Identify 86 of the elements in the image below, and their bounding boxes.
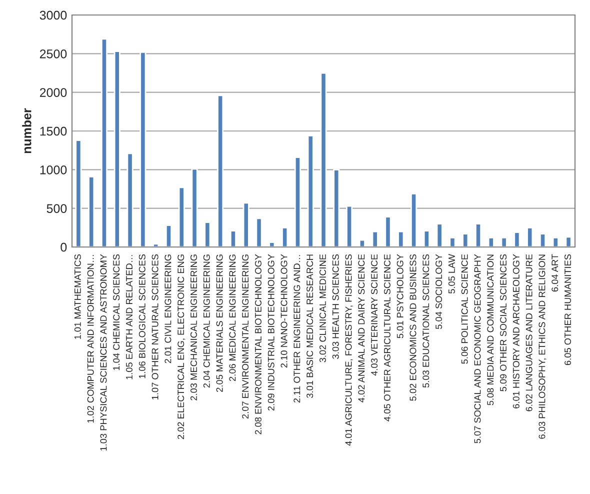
x-tick-label: 1.06 BIOLOGICAL SCIENCES (138, 254, 146, 378)
x-tick-label: 5.01 PSYCHOLOGY (396, 254, 404, 338)
bar (307, 134, 314, 247)
bar (384, 216, 392, 247)
x-tick-label: 5.08 MEDIA AND COMMUNICATION (487, 254, 494, 406)
bar (191, 168, 198, 247)
y-tick-label: 2000 (40, 88, 67, 97)
y-tick-label: 1000 (40, 165, 67, 174)
bar (114, 50, 120, 247)
x-tick-label: 2.09 INDUSTRIAL BIOTECHNOLOGY (268, 254, 274, 411)
x-tick-label: 5.09 OTHER SOCIAL SCIENCES (500, 254, 507, 392)
x-tick-label: 2.02 ELECTRICAL ENG, ELECTRONIC ENG (178, 254, 186, 440)
bar (333, 168, 340, 247)
bar (462, 233, 469, 247)
x-tick-label: 2.10 NANO-TECHNOLOGY (280, 254, 288, 368)
x-tick-label: 2.08 ENVIRONMENTAL BIOTECHNOLOGY (254, 254, 262, 434)
bar (152, 243, 160, 247)
bar (140, 51, 146, 247)
bar (165, 224, 172, 247)
y-tick-label: 500 (46, 204, 67, 213)
x-tick-label: 3.03 HEALTH SCIENCES (332, 254, 339, 359)
bar (178, 186, 185, 247)
bar (514, 232, 520, 247)
x-tick-label: 2.04 CHEMICAL ENGINEERING (203, 254, 210, 388)
bar (410, 192, 418, 247)
y-tick-label: 2500 (40, 49, 67, 58)
bar (372, 230, 378, 247)
bar (268, 242, 276, 247)
x-tick-label: 3.01 BASIC MEDICAL RESEARCH (306, 254, 314, 398)
bar (294, 156, 301, 247)
bar (358, 239, 366, 247)
bar (100, 38, 108, 247)
x-tick-label: 5.07 SOCIAL AND ECONOMIC GEOGRAPHY (474, 254, 481, 444)
bar (217, 94, 224, 247)
x-tick-label: 2.11 OTHER ENGINEERING AND… (294, 255, 300, 403)
y-axis-title: number (22, 108, 32, 154)
x-tick-label: 1.03 PHYSICAL SCIENCES AND ASTRONOMY (100, 254, 107, 451)
x-tick-label: 1.07 OTHER NATURAL SCIENCES (152, 254, 158, 400)
x-tick-label: 2.01 CIVIL ENGINEERING (164, 254, 172, 364)
bar (282, 226, 288, 247)
bar (449, 237, 456, 247)
bar (242, 202, 250, 247)
bar (256, 218, 262, 247)
x-tick-label: 1.04 CHEMICAL SCIENCES (113, 254, 120, 370)
bar (75, 140, 82, 247)
x-tick-label: 2.05 MATERIALS ENGINEERING (216, 254, 223, 392)
x-tick-label: 1.01 MATHEMATICS (74, 254, 81, 339)
x-tick-label: 6.04 ART (552, 254, 558, 292)
bar (436, 223, 443, 247)
bar (346, 205, 353, 247)
bar (539, 233, 546, 247)
bar (526, 226, 534, 247)
x-tick-label: 6.01 HISTORY AND ARCHAEOLOGY (512, 254, 520, 408)
bar (230, 230, 236, 247)
x-tick-label: 6.05 OTHER HUMANITIES (564, 254, 572, 366)
x-tick-label: 4.03 VETERINARY SCIENCE (371, 254, 378, 376)
bar (423, 230, 430, 247)
x-tick-label: 5.05 LAW (448, 254, 455, 294)
x-tick-label: 5.04 SOCIOLOGY (436, 254, 442, 329)
bar (500, 237, 508, 247)
x-tick-label: 4.05 OTHER AGRICULTURAL SCIENCE (384, 254, 390, 422)
x-tick-label: 5.06 POLITICAL SCIENCE (461, 254, 468, 364)
x-tick-label: 2.06 MEDICAL ENGINEERING (229, 254, 236, 381)
x-tick-label: 2.03 MECHANICAL ENGINEERING (190, 254, 197, 400)
bar (488, 237, 494, 247)
bar (398, 230, 404, 247)
bar (88, 176, 95, 247)
x-tick-label: 6.03 PHILOSOPHY, ETHICS AND RELIGION (538, 254, 546, 439)
y-tick-label: 1500 (40, 126, 67, 136)
bar (474, 223, 482, 247)
x-tick-label: 1.02 COMPUTER AND INFORMATION… (87, 255, 94, 423)
x-tick-label: 1.05 EARTH AND RELATED… (126, 255, 132, 380)
x-tick-label: 6.02 LANGUAGES AND LITERATURE (526, 254, 532, 412)
x-tick-label: 3.02 CLINICAL MEDICINE (319, 254, 326, 362)
bar (552, 237, 559, 247)
y-tick-label: 3000 (40, 10, 67, 20)
bar (126, 152, 134, 247)
x-tick-label: 5.02 ECONOMICS AND BUSINESS (410, 254, 416, 401)
bar (565, 236, 572, 247)
bar (320, 72, 327, 247)
x-tick-label: 2.07 ENVIRONMENTAL ENGINEERING (242, 254, 249, 419)
bar (204, 222, 211, 247)
y-tick-label: 0 (60, 242, 67, 252)
x-tick-label: 5.03 EDUCATIONAL SCIENCES (422, 254, 430, 388)
x-tick-label: 4.02 ANIMAL AND DAIRY SCIENCE (358, 254, 365, 402)
x-tick-label: 4.01 AGRICULTURE, FORESTRY, FISHERIES (345, 254, 353, 446)
